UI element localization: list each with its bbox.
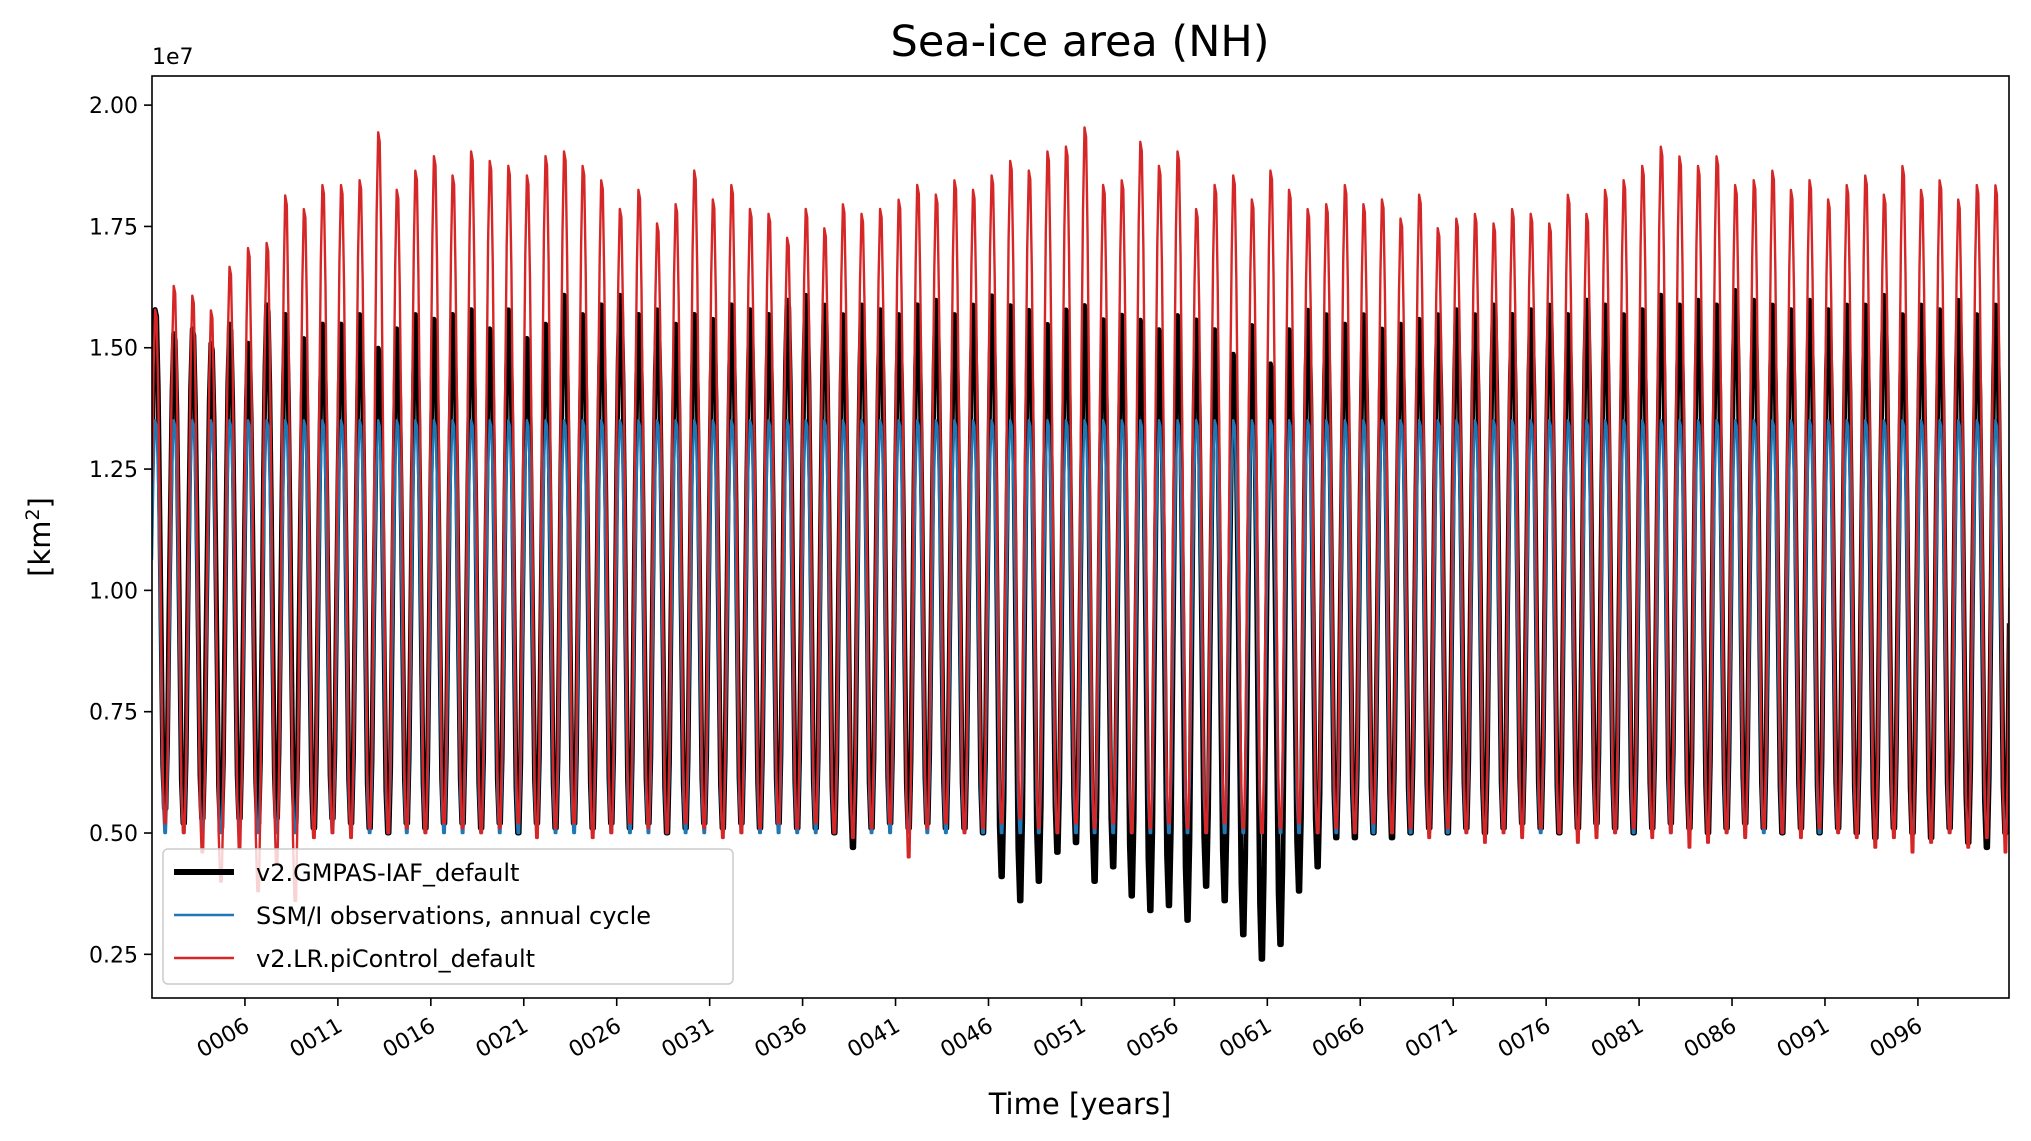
y-tick-label: 0.50 bbox=[89, 822, 138, 847]
x-tick-label: 0046 bbox=[936, 1014, 997, 1064]
y-offset-label: 1e7 bbox=[152, 45, 194, 70]
series-layer bbox=[152, 126, 2009, 962]
legend-label-gmpas: v2.GMPAS-IAF_default bbox=[256, 859, 519, 887]
y-tick-label: 0.25 bbox=[89, 943, 138, 968]
x-axis: 0006 0011 0016 0021 0026 0031 0036 0041 0046 0051… bbox=[193, 998, 1927, 1063]
x-tick-label: 0011 bbox=[286, 1014, 347, 1064]
series-line-picontrol bbox=[152, 126, 2009, 903]
x-tick-label: 0036 bbox=[751, 1014, 812, 1064]
legend: v2.GMPAS-IAF_default SSM/I observations,… bbox=[162, 848, 734, 985]
x-tick-label: 0086 bbox=[1680, 1014, 1741, 1064]
x-tick-label: 0051 bbox=[1029, 1014, 1090, 1064]
x-tick-label: 0016 bbox=[379, 1014, 440, 1064]
x-tick-label: 0071 bbox=[1401, 1014, 1462, 1064]
chart-title: Sea-ice area (NH) bbox=[891, 17, 1270, 67]
legend-box bbox=[162, 848, 734, 985]
x-tick-label: 0021 bbox=[472, 1014, 533, 1064]
x-tick-label: 0076 bbox=[1494, 1014, 1555, 1064]
y-tick-label: 1.00 bbox=[89, 579, 138, 604]
x-tick-label: 0096 bbox=[1866, 1014, 1927, 1064]
x-tick-label: 0056 bbox=[1122, 1014, 1183, 1064]
x-tick-label: 0061 bbox=[1215, 1014, 1276, 1064]
legend-label-ssmi: SSM/I observations, annual cycle bbox=[256, 902, 651, 930]
x-tick-label: 0081 bbox=[1587, 1014, 1648, 1064]
x-axis-label: Time [years] bbox=[988, 1087, 1172, 1121]
legend-label-picontrol: v2.LR.piControl_default bbox=[256, 945, 535, 973]
y-axis-label-sup: 2 bbox=[22, 508, 44, 520]
x-tick-label: 0006 bbox=[193, 1014, 254, 1064]
y-axis-label: [km2] bbox=[22, 497, 57, 577]
y-tick-label: 1.75 bbox=[89, 215, 138, 240]
x-tick-label: 0066 bbox=[1308, 1014, 1369, 1064]
x-tick-label: 0026 bbox=[565, 1014, 626, 1064]
y-tick-label: 1.25 bbox=[89, 458, 138, 483]
x-tick-label: 0091 bbox=[1773, 1014, 1834, 1064]
y-axis-label-base: [km bbox=[23, 521, 57, 577]
x-tick-label: 0031 bbox=[658, 1014, 719, 1064]
y-tick-label: 1.50 bbox=[89, 337, 138, 362]
plot-frame bbox=[151, 75, 2010, 999]
y-tick-label: 2.00 bbox=[89, 94, 138, 119]
y-axis-label-end: ] bbox=[23, 497, 57, 508]
x-tick-label: 0041 bbox=[844, 1014, 905, 1064]
y-tick-label: 0.75 bbox=[89, 701, 138, 726]
y-axis: 0.25 0.50 0.75 1.00 1.25 1.50 1.75 2.00 bbox=[89, 94, 152, 968]
